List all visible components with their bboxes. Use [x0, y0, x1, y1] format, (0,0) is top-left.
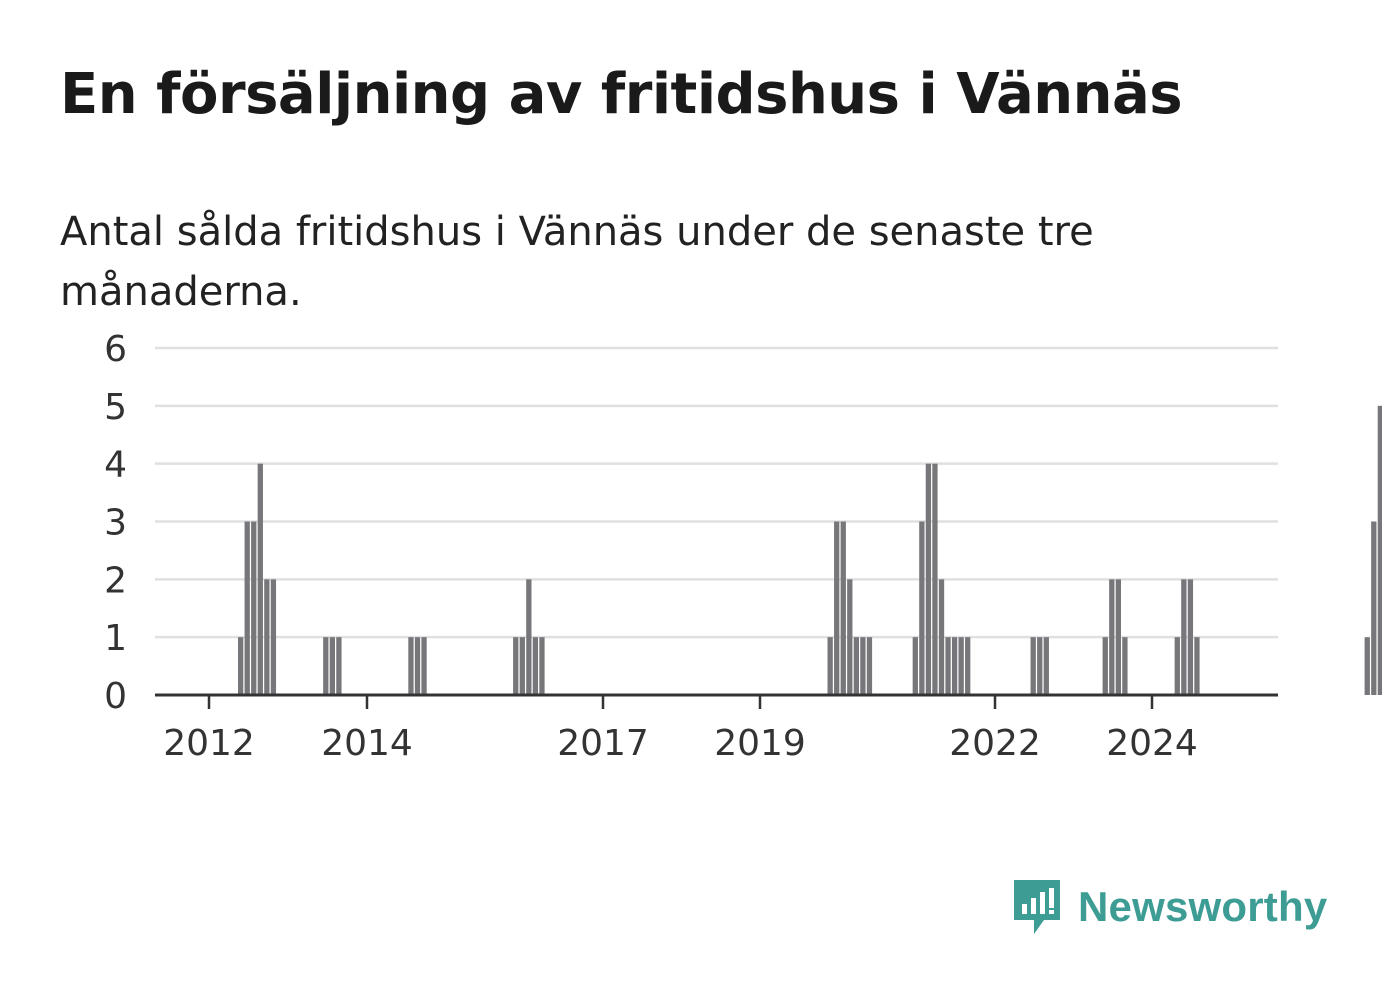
bar [238, 637, 244, 695]
bar [834, 521, 840, 695]
chart-title: En försäljning av fritidshus i Vännäs [60, 62, 1183, 127]
newsworthy-logo-icon [1014, 880, 1060, 934]
bar [421, 637, 427, 695]
bar [951, 637, 958, 695]
bar [1102, 637, 1108, 695]
bar [932, 463, 938, 695]
bar [1181, 579, 1187, 695]
bar [925, 463, 932, 695]
bar [866, 637, 873, 695]
bar [919, 521, 925, 695]
bar [860, 637, 866, 695]
bar [336, 637, 342, 695]
bar [539, 637, 545, 695]
chart-subtitle: Antal sålda fritidshus i Vännäs under de… [60, 209, 1094, 315]
bar [251, 521, 257, 695]
x-tick-label: 2017 [557, 723, 649, 764]
bar [1122, 637, 1128, 695]
bar [840, 521, 846, 695]
bar [519, 637, 525, 695]
bar [853, 637, 859, 695]
x-tick-label: 2014 [321, 723, 413, 764]
bar [1194, 637, 1200, 695]
bar [1030, 637, 1036, 695]
bar [526, 579, 532, 695]
bar [912, 637, 918, 695]
y-tick-label: 3 [104, 503, 127, 544]
bar [329, 637, 335, 695]
bar [1187, 579, 1194, 695]
bar [264, 579, 270, 695]
bar [414, 637, 421, 695]
bar [270, 579, 277, 695]
bar [408, 637, 414, 695]
bar [1364, 637, 1370, 695]
y-tick-label: 2 [104, 560, 127, 601]
x-tick-label: 2012 [163, 723, 255, 764]
y-tick-label: 1 [104, 618, 127, 659]
x-tick-label: 2024 [1106, 723, 1198, 764]
y-tick-label: 5 [104, 387, 127, 428]
bar [1174, 637, 1180, 695]
bar [1037, 637, 1043, 695]
bar [847, 579, 853, 695]
bar [513, 637, 519, 695]
bar [945, 637, 951, 695]
bar [827, 637, 833, 695]
bar [257, 463, 263, 695]
newsworthy-logo: Newsworthy [1010, 876, 1327, 938]
bar [1377, 405, 1382, 695]
bar [532, 637, 539, 695]
bar [965, 637, 971, 695]
bar [244, 521, 250, 695]
bar [1115, 579, 1121, 695]
bar [938, 579, 945, 695]
bar [323, 637, 329, 695]
x-tick-label: 2019 [714, 723, 806, 764]
bar [1043, 637, 1049, 695]
y-tick-label: 6 [104, 329, 127, 370]
x-tick-label: 2022 [949, 723, 1041, 764]
brand-name: Newsworthy [1078, 883, 1328, 930]
bar [1371, 521, 1377, 695]
y-tick-label: 0 [104, 676, 127, 717]
bar [1109, 579, 1115, 695]
bar [958, 637, 964, 695]
y-tick-label: 4 [104, 445, 127, 486]
